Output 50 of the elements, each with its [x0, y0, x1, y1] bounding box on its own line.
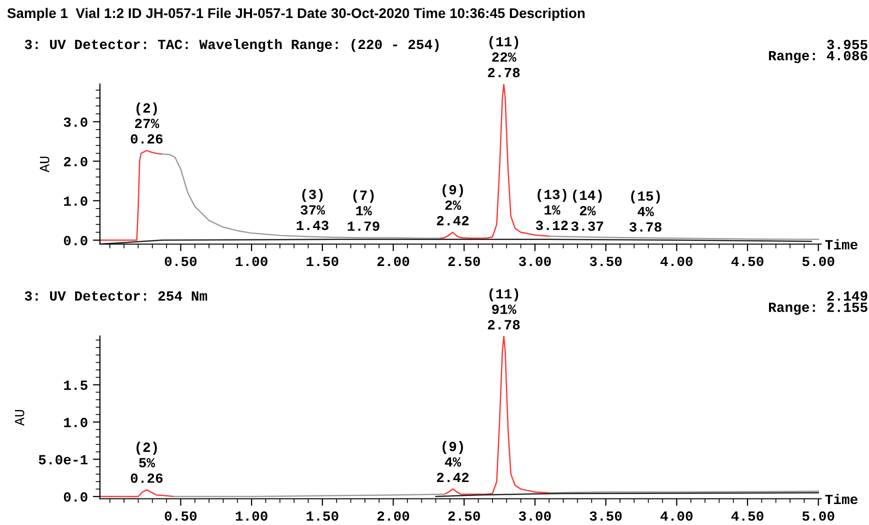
annotation: (2) 5% 0.26: [130, 442, 163, 483]
annotation: (9) 4% 2.42: [436, 441, 469, 482]
x-tick-label: 3.00: [518, 256, 551, 266]
x-axis-title: Time: [825, 239, 858, 250]
text: Range: 2.155: [768, 302, 868, 315]
text: 2.149: [827, 291, 868, 301]
x-tick-label: 4.00: [660, 256, 693, 266]
y-tick-label: 2.0: [64, 156, 88, 166]
y-tick-label: 0.0: [64, 236, 88, 246]
y-axis-title: AU: [14, 410, 24, 426]
annotation: (11) 91% 2.78: [488, 288, 520, 330]
text: Sample 1 Vial 1:2 ID JH-057-1 File JH-057-1 Date 30-Oct-2020 Time 10:36:45 Description: [7, 8, 585, 21]
x-tick-label: 4.50: [731, 256, 764, 266]
y-tick-label: 0.0: [64, 492, 88, 502]
annotation: (13) 1% 3.12: [536, 188, 568, 230]
x-tick-label: 1.00: [236, 511, 268, 521]
x-tick-label: 4.00: [660, 511, 693, 521]
annotation: (14) 2% 3.37: [571, 190, 604, 231]
annotation: (3) 37% 1.43: [296, 188, 328, 230]
x-tick-label: 5.00: [802, 511, 834, 521]
x-tick-label: 3.50: [590, 256, 622, 266]
x-tick-label: 2.50: [448, 511, 480, 521]
y-tick-label: 1.5: [64, 380, 88, 390]
annotation: (15) 4% 3.78: [629, 190, 662, 232]
annotation: (2) 27% 0.26: [130, 102, 163, 144]
x-tick-label: 1.00: [236, 256, 268, 266]
x-tick-label: 0.50: [164, 511, 197, 521]
chart-title: 3: UV Detector: 254 Nm: [24, 291, 208, 301]
x-tick-label: 2.50: [448, 256, 480, 266]
chart-title: 3: UV Detector: TAC: Wavelength Range: (220 - 254): [24, 38, 439, 52]
x-axis-title: Time: [825, 494, 858, 504]
x-tick-label: 2.00: [377, 511, 410, 521]
text: Range: 4.086: [768, 50, 868, 64]
text: 3.955: [827, 40, 868, 50]
x-tick-label: 4.50: [731, 511, 764, 521]
annotation: (9) 2% 2.42: [436, 184, 469, 226]
y-tick-label: 3.0: [64, 117, 88, 127]
annotation: (7) 1% 1.79: [348, 190, 380, 231]
y-tick-label: 1.0: [64, 196, 88, 206]
y-axis-title: AU: [40, 156, 50, 172]
annotation: (11) 22% 2.78: [488, 36, 520, 78]
x-tick-label: 3.00: [518, 511, 551, 521]
x-tick-label: 1.50: [306, 511, 338, 521]
x-tick-label: 0.50: [164, 256, 197, 266]
x-tick-label: 3.50: [590, 511, 622, 521]
y-tick-label: 1.0: [64, 418, 88, 428]
x-tick-label: 1.50: [306, 256, 338, 266]
x-tick-label: 2.00: [377, 256, 410, 266]
y-tick-label: 5.0e-1: [38, 455, 88, 464]
x-tick-label: 5.00: [802, 256, 834, 266]
